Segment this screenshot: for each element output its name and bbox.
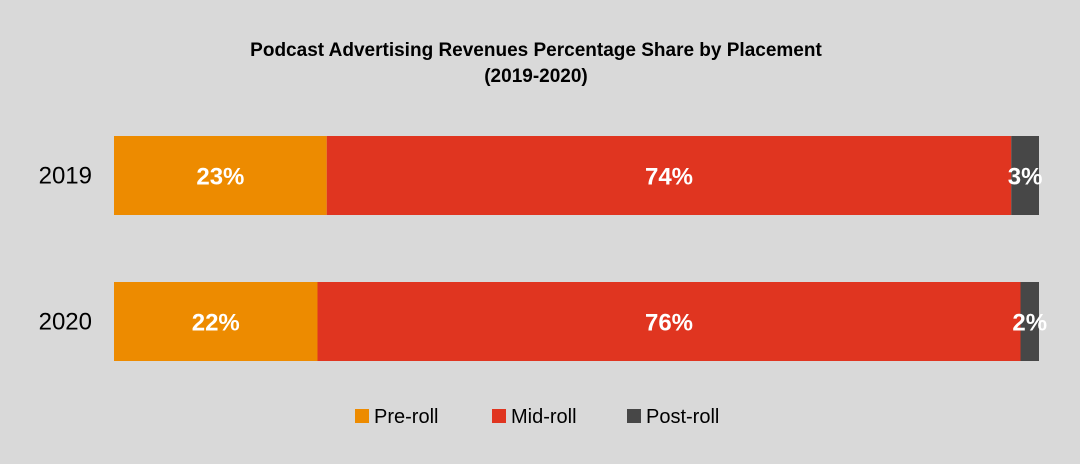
data-label: 23% bbox=[196, 164, 244, 191]
category-label: 2019 bbox=[39, 163, 92, 190]
data-label: 76% bbox=[645, 310, 693, 337]
legend-label: Mid-roll bbox=[511, 406, 577, 428]
data-label: 22% bbox=[192, 310, 240, 337]
legend-swatch bbox=[492, 409, 506, 423]
bar-segment bbox=[1020, 282, 1039, 361]
legend-swatch bbox=[355, 409, 369, 423]
category-label: 2020 bbox=[39, 309, 92, 336]
bar-segment bbox=[317, 282, 1021, 361]
legend-label: Pre-roll bbox=[374, 406, 438, 428]
chart-subtitle: (2019-2020) bbox=[484, 66, 588, 87]
legend-swatch bbox=[627, 409, 641, 423]
data-label: 3% bbox=[1008, 164, 1043, 191]
bar-segment bbox=[114, 136, 327, 215]
chart-title-block: Podcast Advertising Revenues Percentage … bbox=[0, 38, 1072, 90]
data-label: 74% bbox=[645, 164, 693, 191]
bar-segment bbox=[114, 282, 318, 361]
bar-segment bbox=[326, 136, 1012, 215]
legend-label: Post-roll bbox=[646, 406, 719, 428]
data-label: 2% bbox=[1012, 310, 1047, 337]
chart-title: Podcast Advertising Revenues Percentage … bbox=[250, 40, 822, 61]
bar-segment bbox=[1011, 136, 1039, 215]
